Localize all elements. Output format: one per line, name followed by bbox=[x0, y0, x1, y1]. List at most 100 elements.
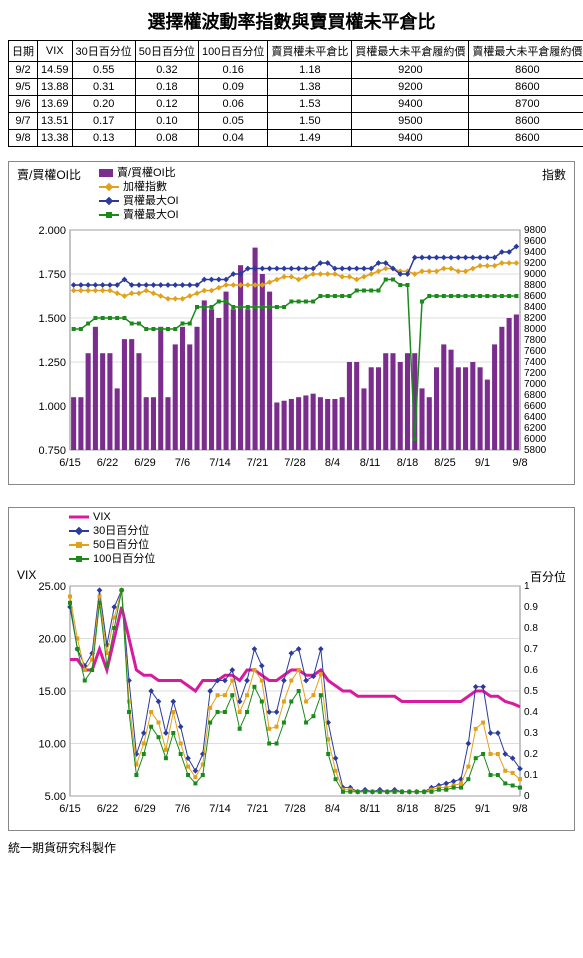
table-cell: 0.13 bbox=[72, 130, 135, 147]
svg-text:9/8: 9/8 bbox=[512, 457, 527, 469]
svg-text:7000: 7000 bbox=[524, 379, 547, 390]
chart-1: 賣/買權OI比 指數 賣/買權OI比加權指數買權最大OI賣權最大OI 0.750… bbox=[8, 161, 575, 485]
svg-text:9600: 9600 bbox=[524, 236, 547, 247]
svg-text:6600: 6600 bbox=[524, 401, 547, 412]
table-cell: 0.05 bbox=[199, 113, 268, 130]
table-cell: 9200 bbox=[352, 62, 469, 79]
chart1-svg: 0.7501.0001.2501.5001.7502.0005800600062… bbox=[15, 170, 565, 470]
svg-text:6000: 6000 bbox=[524, 434, 547, 445]
svg-text:7/28: 7/28 bbox=[284, 803, 305, 815]
table-cell: 13.38 bbox=[38, 130, 73, 147]
svg-text:0.3: 0.3 bbox=[524, 728, 538, 739]
svg-text:7/28: 7/28 bbox=[284, 457, 305, 469]
svg-text:6/29: 6/29 bbox=[134, 803, 155, 815]
table-cell: 8600 bbox=[469, 79, 583, 96]
legend-item: 100日百分位 bbox=[69, 552, 155, 566]
svg-text:7800: 7800 bbox=[524, 335, 547, 346]
chart1-legend: 賣/買權OI比加權指數買權最大OI賣權最大OI bbox=[99, 166, 179, 222]
page-title: 選擇權波動率指數與賣買權未平倉比 bbox=[8, 8, 575, 34]
table-header: 100日百分位 bbox=[199, 41, 268, 62]
table-header: VIX bbox=[38, 41, 73, 62]
legend-item: 賣/買權OI比 bbox=[99, 166, 179, 180]
svg-text:0.9: 0.9 bbox=[524, 602, 538, 613]
svg-text:6/22: 6/22 bbox=[97, 803, 118, 815]
svg-text:1.500: 1.500 bbox=[38, 313, 66, 325]
chart1-left-axis-label: 賣/買權OI比 bbox=[17, 166, 81, 183]
svg-text:0.2: 0.2 bbox=[524, 749, 538, 760]
chart2-right-axis-label: 百分位 bbox=[530, 568, 566, 585]
svg-text:9400: 9400 bbox=[524, 247, 547, 258]
legend-item: 買權最大OI bbox=[99, 194, 179, 208]
chart2-left-axis-label: VIX bbox=[17, 568, 36, 582]
svg-text:1.000: 1.000 bbox=[38, 401, 66, 413]
table-cell: 9/2 bbox=[9, 62, 38, 79]
table-row: 9/613.690.200.120.061.539400870092508700 bbox=[9, 96, 583, 113]
svg-text:8/4: 8/4 bbox=[325, 803, 340, 815]
svg-text:0.1: 0.1 bbox=[524, 770, 538, 781]
svg-text:7/6: 7/6 bbox=[175, 803, 190, 815]
table-cell: 9/6 bbox=[9, 96, 38, 113]
svg-text:0.750: 0.750 bbox=[38, 445, 66, 457]
svg-text:0.7: 0.7 bbox=[524, 644, 538, 655]
table-cell: 9400 bbox=[352, 130, 469, 147]
svg-text:8600: 8600 bbox=[524, 291, 547, 302]
chart2-legend: VIX30日百分位50日百分位100日百分位 bbox=[69, 510, 155, 566]
svg-text:8200: 8200 bbox=[524, 313, 547, 324]
svg-text:7600: 7600 bbox=[524, 346, 547, 357]
table-cell: 9/7 bbox=[9, 113, 38, 130]
svg-text:0.4: 0.4 bbox=[524, 707, 538, 718]
svg-text:9/8: 9/8 bbox=[512, 803, 527, 815]
svg-text:6/15: 6/15 bbox=[59, 457, 80, 469]
svg-text:25.00: 25.00 bbox=[38, 581, 66, 593]
svg-text:5800: 5800 bbox=[524, 445, 547, 456]
table-cell: 9200 bbox=[352, 79, 469, 96]
table-cell: 0.12 bbox=[135, 96, 198, 113]
table-header: 日期 bbox=[9, 41, 38, 62]
legend-item: VIX bbox=[69, 510, 155, 524]
svg-text:5.00: 5.00 bbox=[45, 791, 66, 803]
svg-text:7/21: 7/21 bbox=[247, 803, 268, 815]
chart1-right-axis-label: 指數 bbox=[542, 166, 566, 183]
svg-text:10.00: 10.00 bbox=[38, 739, 66, 751]
table-cell: 0.06 bbox=[199, 96, 268, 113]
data-table: 日期VIX30日百分位50日百分位100日百分位賣買權未平倉比買權最大未平倉履約… bbox=[8, 40, 583, 147]
table-cell: 9500 bbox=[352, 113, 469, 130]
table-cell: 0.55 bbox=[72, 62, 135, 79]
svg-text:9/1: 9/1 bbox=[475, 803, 490, 815]
table-cell: 0.17 bbox=[72, 113, 135, 130]
svg-text:8/4: 8/4 bbox=[325, 457, 340, 469]
svg-text:8/25: 8/25 bbox=[434, 803, 455, 815]
svg-text:9200: 9200 bbox=[524, 258, 547, 269]
table-cell: 13.51 bbox=[38, 113, 73, 130]
table-cell: 0.31 bbox=[72, 79, 135, 96]
legend-item: 加權指數 bbox=[99, 180, 179, 194]
table-cell: 0.08 bbox=[135, 130, 198, 147]
table-row: 9/513.880.310.180.091.389200860092508700 bbox=[9, 79, 583, 96]
svg-text:7/14: 7/14 bbox=[209, 457, 230, 469]
svg-text:0: 0 bbox=[524, 791, 530, 802]
table-header: 30日百分位 bbox=[72, 41, 135, 62]
svg-text:7/6: 7/6 bbox=[175, 457, 190, 469]
svg-text:9800: 9800 bbox=[524, 225, 547, 236]
table-cell: 8600 bbox=[469, 62, 583, 79]
table-cell: 13.88 bbox=[38, 79, 73, 96]
svg-text:9/1: 9/1 bbox=[475, 457, 490, 469]
table-header: 賣權最大未平倉履約價 bbox=[469, 41, 583, 62]
svg-text:20.00: 20.00 bbox=[38, 634, 66, 646]
table-cell: 1.49 bbox=[268, 130, 352, 147]
legend-item: 30日百分位 bbox=[69, 524, 155, 538]
svg-text:1.250: 1.250 bbox=[38, 357, 66, 369]
table-cell: 0.20 bbox=[72, 96, 135, 113]
svg-text:2.000: 2.000 bbox=[38, 225, 66, 237]
table-row: 9/813.380.130.080.041.499400860095009000 bbox=[9, 130, 583, 147]
table-cell: 0.32 bbox=[135, 62, 198, 79]
svg-text:7/21: 7/21 bbox=[247, 457, 268, 469]
table-cell: 8600 bbox=[469, 113, 583, 130]
table-cell: 1.18 bbox=[268, 62, 352, 79]
table-header: 買權最大未平倉履約價 bbox=[352, 41, 469, 62]
table-cell: 0.16 bbox=[199, 62, 268, 79]
svg-text:6200: 6200 bbox=[524, 423, 547, 434]
table-cell: 8600 bbox=[469, 130, 583, 147]
table-cell: 0.18 bbox=[135, 79, 198, 96]
legend-item: 50日百分位 bbox=[69, 538, 155, 552]
